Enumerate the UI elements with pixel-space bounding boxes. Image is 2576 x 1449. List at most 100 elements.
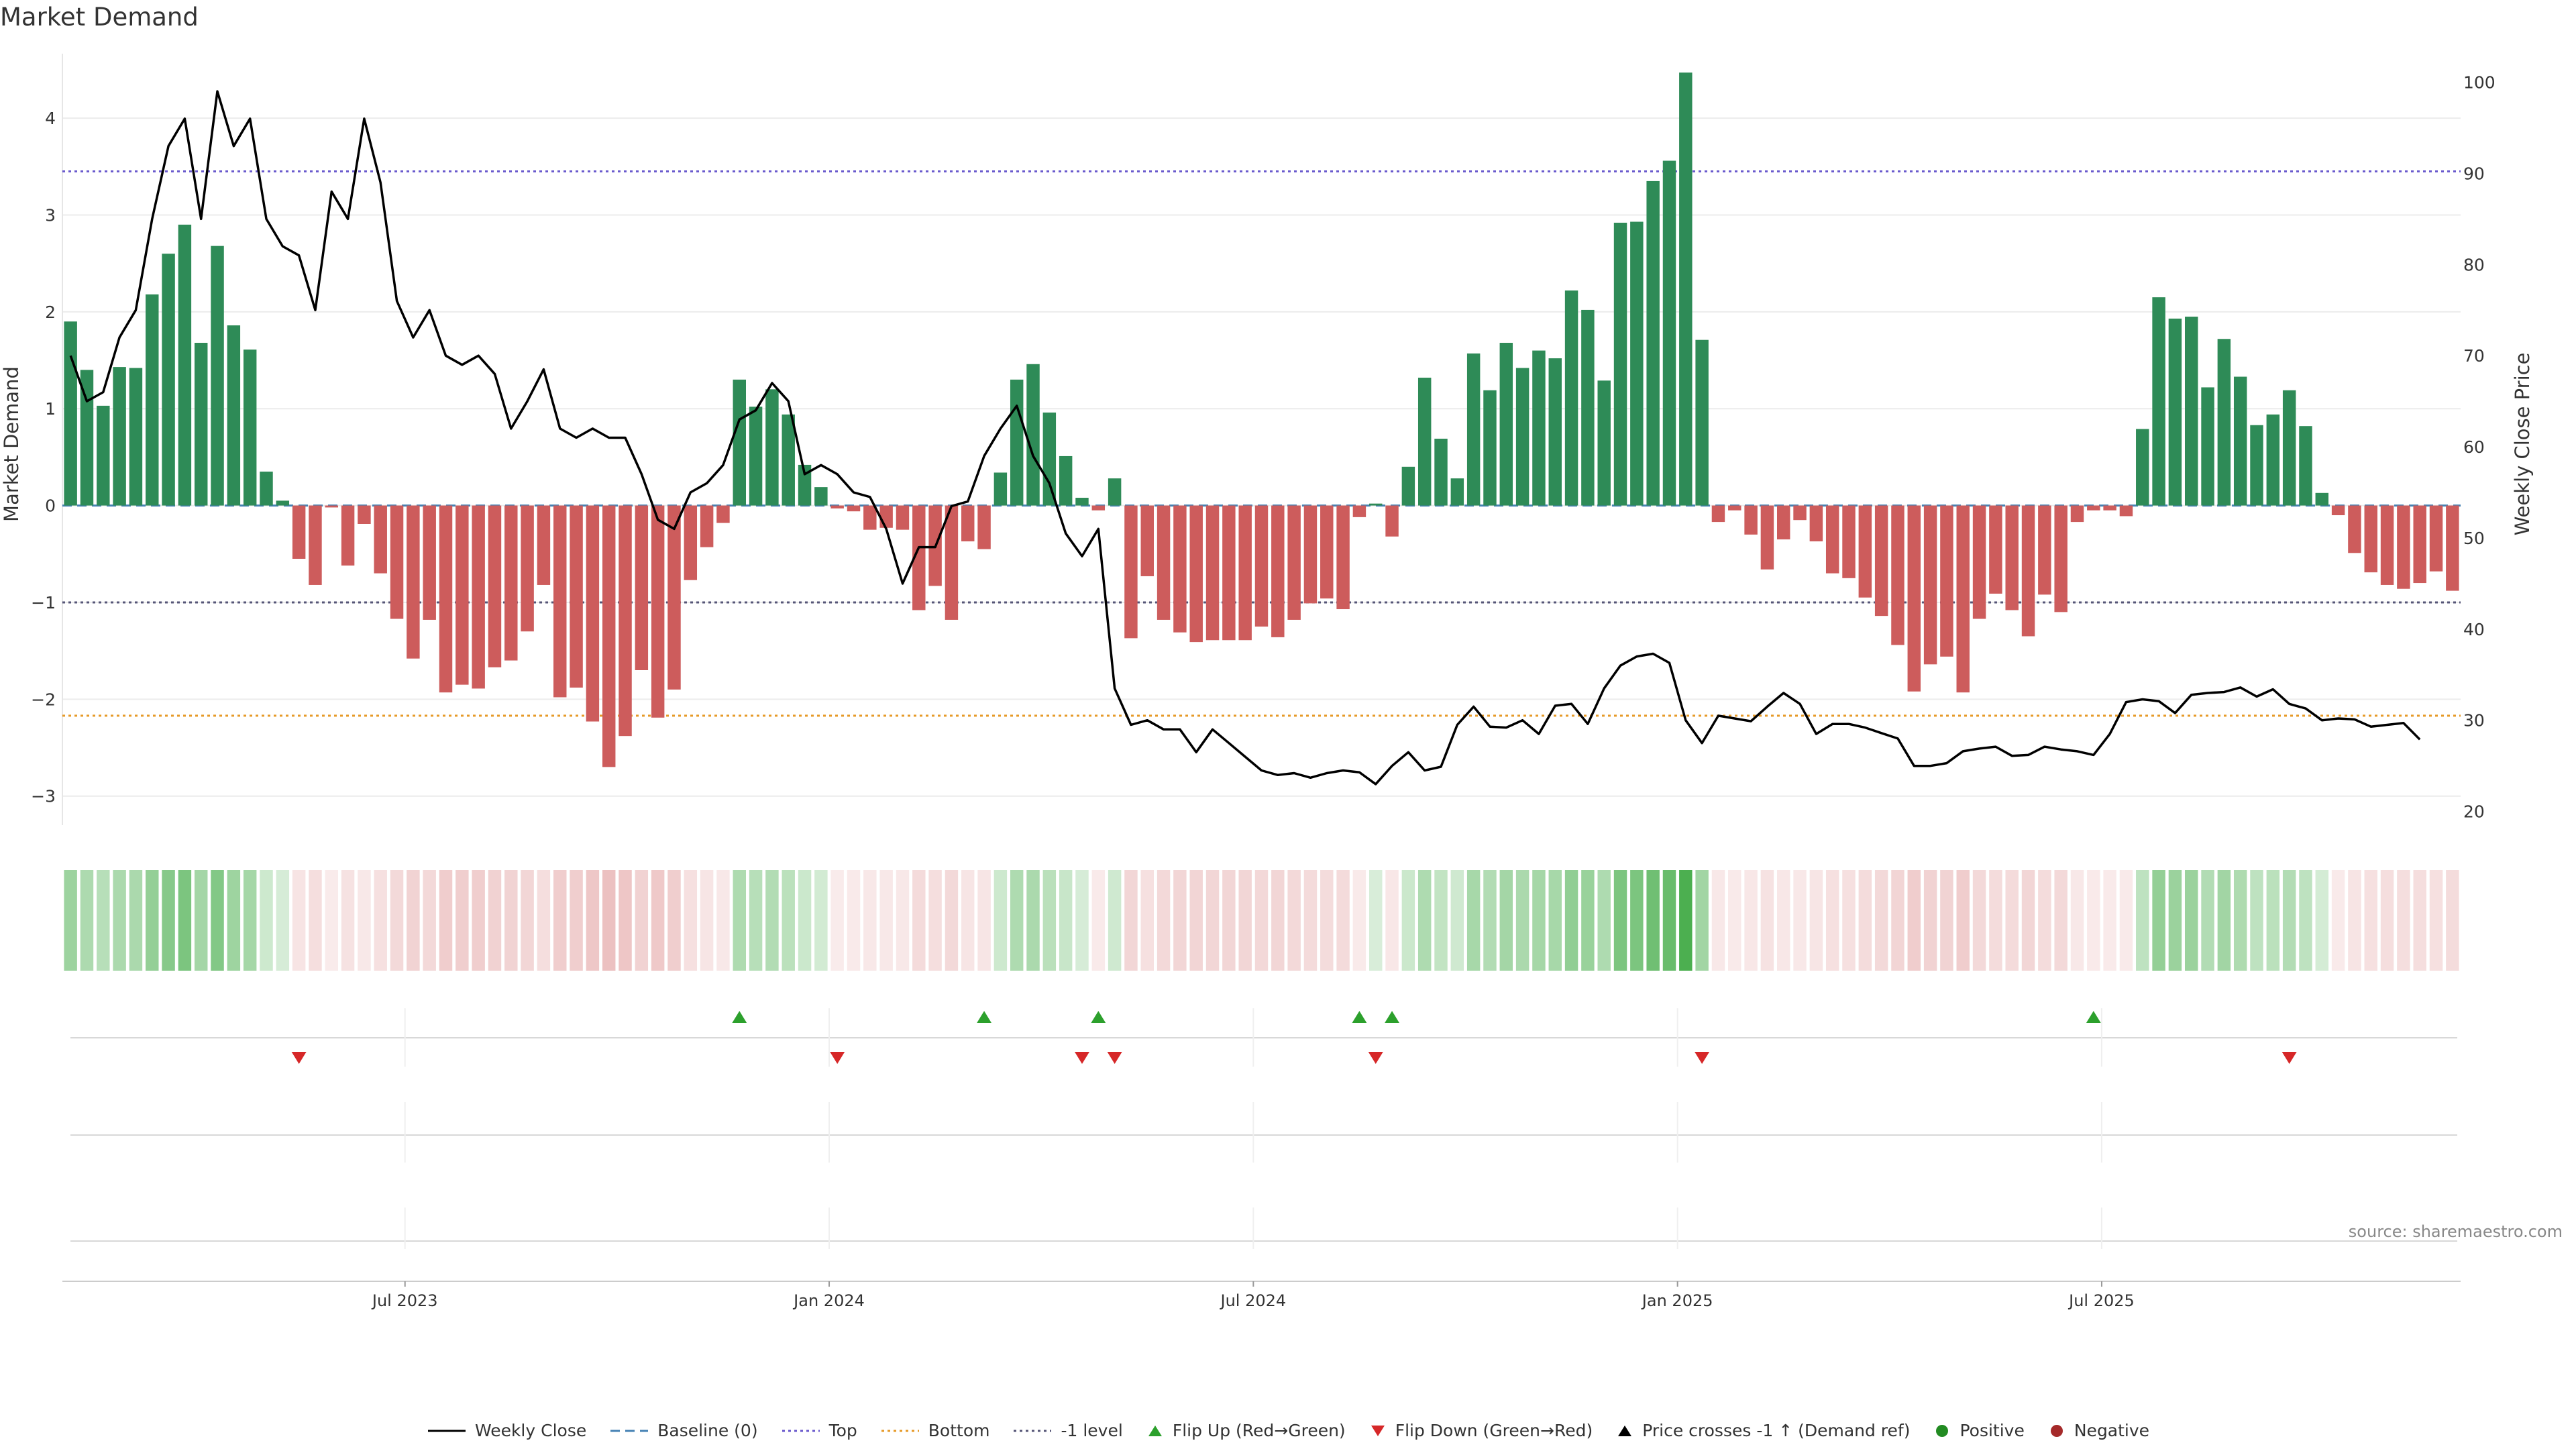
demand-bar <box>994 472 1008 506</box>
demand-bar <box>2201 387 2214 506</box>
demand-bar <box>2103 505 2116 511</box>
legend-item-positive: Positive <box>1933 1421 2025 1440</box>
heat-cell <box>553 870 567 971</box>
heat-cell <box>1157 870 1171 971</box>
heat-cell <box>1679 870 1693 971</box>
y2-tick-label: 80 <box>2463 255 2485 274</box>
heat-cell <box>1972 870 1986 971</box>
demand-bar <box>1532 350 1546 506</box>
demand-bar <box>2152 297 2165 506</box>
y-tick-label: 1 <box>45 399 56 419</box>
demand-bar <box>1940 505 1953 657</box>
heat-cell <box>1630 870 1644 971</box>
heat-cell <box>2201 870 2214 971</box>
flip-down-marker <box>1107 1052 1122 1064</box>
heat-cell <box>1597 870 1611 971</box>
heat-cell <box>619 870 632 971</box>
demand-bar <box>1662 160 1676 506</box>
demand-bar <box>798 464 812 506</box>
legend-item-negative: Negative <box>2047 1421 2149 1440</box>
heat-cell <box>1417 870 1432 971</box>
x-tick-label: Jan 2024 <box>792 1291 865 1310</box>
heat-cell <box>1842 870 1856 971</box>
demand-heat-strip <box>64 870 2459 971</box>
demand-bar <box>537 505 551 585</box>
legend-label: Bottom <box>928 1421 990 1440</box>
demand-bar <box>814 487 828 506</box>
demand-bar <box>2184 317 2198 506</box>
demand-bar <box>2233 376 2247 506</box>
heat-cell <box>292 870 306 971</box>
demand-bar <box>765 389 779 506</box>
demand-bar <box>945 505 959 620</box>
heat-cell <box>814 870 828 971</box>
heat-cell <box>2331 870 2345 971</box>
demand-bar <box>1010 379 1024 506</box>
legend-item-baseline: Baseline (0) <box>609 1421 758 1440</box>
heat-cell <box>407 870 420 971</box>
flip-up-marker <box>1352 1011 1367 1023</box>
demand-bar <box>227 325 241 506</box>
heat-cell <box>1548 870 1562 971</box>
heat-cell <box>1777 870 1790 971</box>
heat-cell <box>1711 870 1725 971</box>
heat-cell <box>521 870 534 971</box>
heat-cell <box>1124 870 1138 971</box>
heat-cell <box>1728 870 1741 971</box>
demand-bar <box>113 367 126 506</box>
demand-bar <box>586 505 600 722</box>
legend: Weekly Close Baseline (0) Top Bottom -1 leve… <box>0 1421 2576 1440</box>
heat-cell <box>684 870 698 971</box>
demand-bar <box>358 505 371 524</box>
heat-cell <box>1140 870 1154 971</box>
legend-swatch <box>782 1430 820 1432</box>
demand-bar <box>2217 339 2231 506</box>
heat-cell <box>1483 870 1497 971</box>
flip-up-marker <box>1091 1011 1106 1023</box>
heat-cell <box>129 870 143 971</box>
demand-bar <box>2413 505 2426 584</box>
heat-cell <box>765 870 779 971</box>
heat-cell <box>1320 870 1334 971</box>
demand-bar <box>407 505 420 659</box>
demand-bar <box>847 505 861 512</box>
demand-bar <box>782 414 795 506</box>
heat-cell <box>782 870 795 971</box>
heat-cell <box>1499 870 1513 971</box>
demand-bar <box>276 500 290 506</box>
heat-cell <box>2021 870 2035 971</box>
demand-bar <box>1548 358 1562 506</box>
heat-cell <box>1809 870 1823 971</box>
demand-bar <box>1173 505 1187 633</box>
flip-up-marker <box>1385 1011 1400 1023</box>
heat-cell <box>325 870 339 971</box>
y-tick-label: 4 <box>45 109 56 128</box>
demand-bar <box>1483 390 1497 506</box>
heat-cell <box>1989 870 2002 971</box>
heat-cell <box>1010 870 1024 971</box>
flip-down-marker <box>291 1052 307 1064</box>
demand-bar <box>472 505 485 689</box>
weekly-close-line <box>69 90 2421 786</box>
heat-cell <box>472 870 485 971</box>
heat-cell <box>504 870 518 971</box>
demand-bar <box>553 505 567 698</box>
heat-cell <box>1613 870 1627 971</box>
demand-bar <box>602 505 616 767</box>
heat-cell <box>2005 870 2019 971</box>
heat-cell <box>651 870 665 971</box>
demand-bar <box>2087 505 2100 511</box>
heat-cell <box>2070 870 2084 971</box>
y2-tick-label: 60 <box>2463 437 2485 457</box>
demand-bar <box>194 343 208 506</box>
demand-bar <box>1450 478 1464 506</box>
heat-cell <box>1059 870 1073 971</box>
heat-cell <box>2413 870 2426 971</box>
demand-bar <box>1026 364 1040 506</box>
demand-bar <box>2397 505 2410 589</box>
reference-lines <box>62 170 2461 717</box>
demand-bar <box>1891 505 1904 645</box>
y-axis-title: Market Demand <box>0 366 23 522</box>
heat-cell <box>2184 870 2198 971</box>
demand-bar <box>2348 505 2361 553</box>
